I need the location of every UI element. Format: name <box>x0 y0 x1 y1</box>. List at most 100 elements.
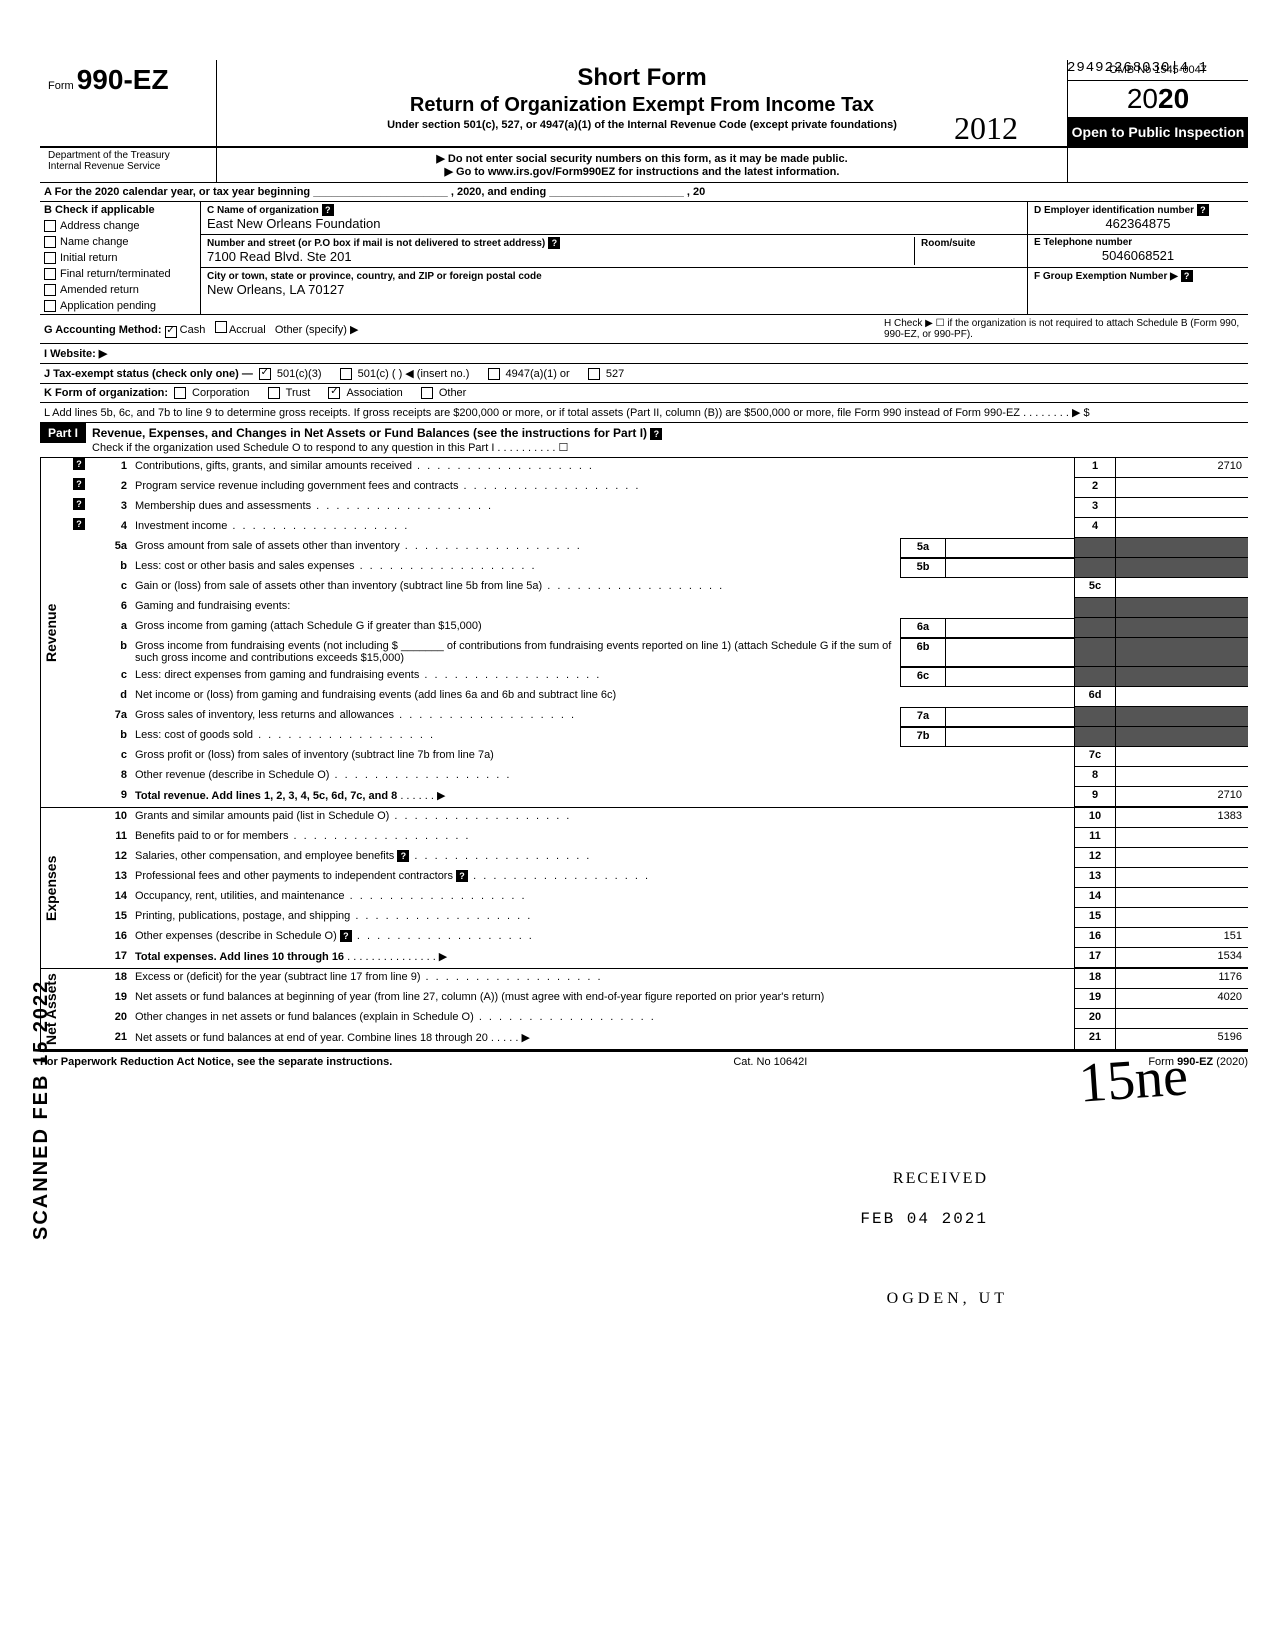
expenses-table: Expenses 10 Grants and similar amounts p… <box>40 807 1248 968</box>
line-num: 6 <box>91 598 131 618</box>
line-box: 10 <box>1074 808 1115 828</box>
sub-val <box>945 638 1074 667</box>
org-name-row: C Name of organization ? East New Orlean… <box>201 202 1027 235</box>
checkbox-527[interactable] <box>588 368 600 380</box>
help-icon[interactable]: ? <box>1197 204 1209 216</box>
dept-label: Department of the Treasury <box>48 150 208 161</box>
help-icon[interactable]: ? <box>650 428 662 440</box>
street-row: Number and street (or P.O box if mail is… <box>201 235 1027 268</box>
line-num: c <box>91 667 131 687</box>
sub-val <box>945 727 1074 747</box>
check-address-label: Address change <box>60 220 140 232</box>
checkbox-other[interactable] <box>421 387 433 399</box>
d-label: D Employer identification number <box>1034 205 1194 216</box>
line-desc: Other changes in net assets or fund bala… <box>131 1009 1074 1029</box>
check-name: Name change <box>40 234 200 250</box>
line-val: 151 <box>1115 928 1248 948</box>
line-val <box>1115 868 1248 888</box>
checkbox-icon[interactable] <box>44 284 56 296</box>
line-val: 1383 <box>1115 808 1248 828</box>
checkbox-trust[interactable] <box>268 387 280 399</box>
line-box: 5c <box>1074 578 1115 598</box>
line-box: 18 <box>1074 969 1115 989</box>
line-val <box>1115 828 1248 848</box>
section-bcdef: B Check if applicable Address change Nam… <box>40 202 1248 314</box>
revenue-table: Revenue ? 1 Contributions, gifts, grants… <box>40 458 1248 807</box>
j-527-label: 527 <box>606 368 624 380</box>
part1-badge: Part I <box>40 423 86 443</box>
line-desc: Gross profit or (loss) from sales of inv… <box>131 747 1074 767</box>
dept-treasury: Department of the Treasury Internal Reve… <box>40 148 217 182</box>
line-num: 8 <box>91 767 131 787</box>
line-box-shaded <box>1074 667 1115 687</box>
line-5b: b Less: cost or other basis and sales ex… <box>73 558 1248 578</box>
sub-val <box>945 707 1074 727</box>
checkbox-icon[interactable] <box>44 268 56 280</box>
line-num: 15 <box>91 908 131 928</box>
help-icon[interactable]: ? <box>73 478 85 490</box>
help-icon[interactable]: ? <box>322 204 334 216</box>
help-icon[interactable]: ? <box>548 237 560 249</box>
checkbox-accrual[interactable] <box>215 321 227 333</box>
line-desc: Net income or (loss) from gaming and fun… <box>131 687 1074 707</box>
line-box: 6d <box>1074 687 1115 707</box>
line-num: 5a <box>91 538 131 558</box>
line-6c: c Less: direct expenses from gaming and … <box>73 667 1248 687</box>
ogden-stamp: OGDEN, UT <box>887 1290 1008 1308</box>
line-desc: Gross sales of inventory, less returns a… <box>131 707 900 727</box>
goto-url: ▶ Go to www.irs.gov/Form990EZ for instru… <box>221 165 1063 178</box>
checkbox-icon[interactable] <box>44 220 56 232</box>
j-501c3-label: 501(c)(3) <box>277 368 322 380</box>
line-val-shaded <box>1115 727 1248 747</box>
line-1: ? 1 Contributions, gifts, grants, and si… <box>73 458 1248 478</box>
checkbox-corp[interactable] <box>174 387 186 399</box>
help-icon[interactable]: ? <box>73 498 85 510</box>
help-icon[interactable]: ? <box>1181 270 1193 282</box>
check-amended: Amended return <box>40 282 200 298</box>
netassets-lines: 18 Excess or (deficit) for the year (sub… <box>73 969 1248 1049</box>
part1-sub: Check if the organization used Schedule … <box>92 442 568 454</box>
handwritten-year: 2012 <box>954 110 1018 147</box>
subtitle: Return of Organization Exempt From Incom… <box>227 94 1057 117</box>
row-a-tax-year: A For the 2020 calendar year, or tax yea… <box>40 183 1248 202</box>
instructions: ▶ Do not enter social security numbers o… <box>217 148 1067 182</box>
line-4: ? 4 Investment income 4 <box>73 518 1248 538</box>
line-box-shaded <box>1074 558 1115 578</box>
help-icon[interactable]: ? <box>73 518 85 530</box>
checkbox-4947[interactable] <box>488 368 500 380</box>
line-box: 3 <box>1074 498 1115 518</box>
help-icon[interactable]: ? <box>456 870 468 882</box>
row-i: I Website: ▶ <box>40 344 1248 364</box>
line-box: 2 <box>1074 478 1115 498</box>
help-icon[interactable]: ? <box>73 458 85 470</box>
checkbox-501c3[interactable] <box>259 368 271 380</box>
sub-box: 7b <box>900 727 945 747</box>
line-num: 20 <box>91 1009 131 1029</box>
checkbox-icon[interactable] <box>44 300 56 312</box>
line-desc: Other revenue (describe in Schedule O) <box>131 767 1074 787</box>
checkbox-cash[interactable] <box>165 326 177 338</box>
line-desc: Occupancy, rent, utilities, and maintena… <box>131 888 1074 908</box>
checkbox-assoc[interactable] <box>328 387 340 399</box>
line-num: 21 <box>91 1029 131 1049</box>
line-box: 16 <box>1074 928 1115 948</box>
help-icon[interactable]: ? <box>340 930 352 942</box>
line-desc: Grants and similar amounts paid (list in… <box>131 808 1074 828</box>
checkbox-icon[interactable] <box>44 252 56 264</box>
open-to-public: Open to Public Inspection <box>1068 118 1248 146</box>
line-box: 11 <box>1074 828 1115 848</box>
line-val: 1176 <box>1115 969 1248 989</box>
i-label: I Website: ▶ <box>44 347 107 360</box>
f-label: F Group Exemption Number ▶ <box>1034 271 1178 282</box>
help-icon[interactable]: ? <box>397 850 409 862</box>
line-desc: Net assets or fund balances at beginning… <box>131 989 1074 1009</box>
line-num: b <box>91 638 131 667</box>
checkbox-501c[interactable] <box>340 368 352 380</box>
line-18: 18 Excess or (deficit) for the year (sub… <box>73 969 1248 989</box>
street-value: 7100 Read Blvd. Ste 201 <box>207 249 352 264</box>
org-name-value: East New Orleans Foundation <box>207 216 380 231</box>
sub-box: 7a <box>900 707 945 727</box>
checkbox-icon[interactable] <box>44 236 56 248</box>
form-prefix: Form <box>48 80 74 92</box>
line-val <box>1115 1009 1248 1029</box>
